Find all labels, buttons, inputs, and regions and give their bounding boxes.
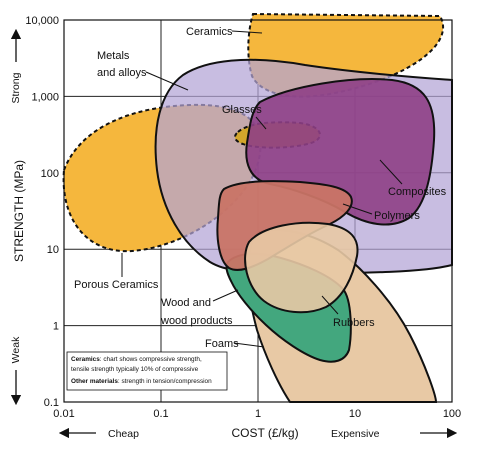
label-foams: Foams — [205, 338, 265, 350]
note-box: Ceramics: chart shows compressive streng… — [66, 351, 228, 391]
label-metals-line2: and alloys — [97, 67, 147, 79]
x-tick-label: 10 — [349, 408, 361, 420]
note-line-3: Other materials: strength in tension/com… — [71, 378, 212, 385]
y-tick-label: 1,000 — [31, 91, 59, 103]
y-extreme-low: Weak — [10, 336, 22, 363]
x-extreme-high: Expensive — [331, 428, 380, 440]
y-tick-label: 1 — [53, 321, 59, 333]
label-glasses: Glasses — [222, 104, 267, 130]
label-wood-line2: wood products — [160, 315, 233, 327]
x-axis-title: COST (£/kg) — [231, 426, 298, 440]
label-glasses-text: Glasses — [222, 104, 262, 116]
x-tick-label: 1 — [255, 408, 261, 420]
label-foams-text: Foams — [205, 338, 239, 350]
x-extreme-low: Cheap — [108, 428, 139, 440]
y-extreme-high: Strong — [10, 72, 22, 103]
label-polymers-text: Polymers — [374, 210, 420, 222]
y-tick-label: 10,000 — [25, 15, 59, 27]
label-rubbers: Rubbers — [321, 295, 375, 329]
plot-border — [63, 19, 453, 403]
x-tick-label: 0.01 — [53, 408, 74, 420]
y-tick-label: 0.1 — [44, 397, 59, 409]
label-porous-ceramics-text: Porous Ceramics — [74, 279, 159, 291]
label-metals-and-alloys: Metals and alloys — [97, 50, 189, 91]
note-line-1: Ceramics: chart shows compressive streng… — [71, 356, 202, 363]
label-composites-text: Composites — [388, 186, 447, 198]
label-polymers: Polymers — [342, 203, 420, 222]
label-composites: Composites — [379, 159, 447, 198]
y-axis-title: STRENGTH (MPa) — [12, 160, 26, 262]
label-metals-line1: Metals — [97, 50, 130, 62]
label-wood: Wood and wood products — [160, 289, 239, 327]
note-line-2: tensile strength typically 10% of compre… — [71, 366, 199, 373]
label-porous-ceramics: Porous Ceramics — [74, 253, 159, 291]
region-rubbers — [244, 221, 359, 314]
y-tick-label: 100 — [41, 168, 59, 180]
label-ceramics: Ceramics — [186, 26, 263, 38]
x-tick-label: 100 — [443, 408, 461, 420]
x-tick-label: 0.1 — [153, 408, 168, 420]
label-rubbers-text: Rubbers — [333, 317, 375, 329]
label-ceramics-text: Ceramics — [186, 26, 233, 38]
y-tick-label: 10 — [47, 244, 59, 256]
label-wood-line1: Wood and — [161, 297, 211, 309]
